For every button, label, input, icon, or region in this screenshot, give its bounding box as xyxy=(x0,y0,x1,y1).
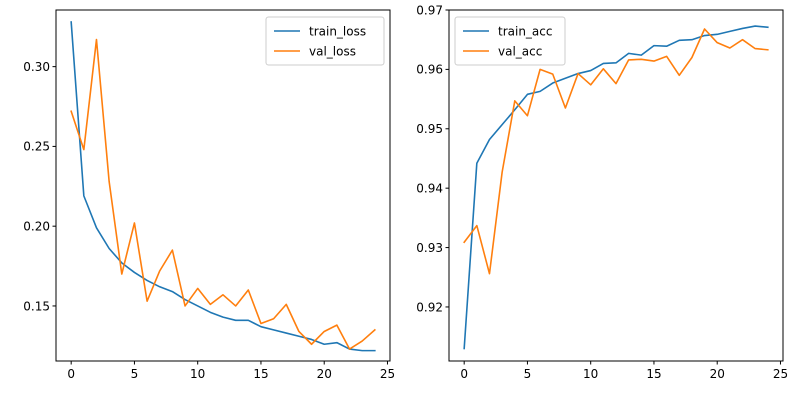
series-line-train_loss xyxy=(70,21,376,352)
subplot-2: 0 5 10 15 20 25 0.92 0.93 0.94 0.95 0.96 0.97 train_… xyxy=(416,3,788,381)
legend-box xyxy=(265,16,385,66)
y-tick-label: 0.96 xyxy=(416,63,443,77)
series-line-val_acc xyxy=(463,28,769,275)
x-tick-label: 0 xyxy=(460,367,468,381)
legend-box xyxy=(454,16,566,66)
y-tick-label: 0.97 xyxy=(416,3,443,17)
series-line-train_acc xyxy=(463,25,769,350)
x-tick-label: 20 xyxy=(317,367,332,381)
series-line-val_loss xyxy=(70,38,376,350)
y-tick-label: 0.20 xyxy=(23,219,50,233)
y-tick-label: 0.25 xyxy=(23,140,50,154)
y-tick-label: 0.92 xyxy=(416,300,443,314)
legend: train_loss val_loss xyxy=(265,16,385,66)
x-tick-label: 5 xyxy=(524,367,532,381)
axes-frame xyxy=(448,9,784,362)
y-tick-label: 0.93 xyxy=(416,241,443,255)
x-tick-label: 0 xyxy=(67,367,75,381)
legend-label-train_loss: train_loss xyxy=(309,24,366,38)
legend: train_acc val_acc xyxy=(454,16,566,66)
y-tick-label: 0.15 xyxy=(23,299,50,313)
x-tick-label: 10 xyxy=(583,367,598,381)
x-tick-label: 15 xyxy=(646,367,661,381)
legend-label-val_loss: val_loss xyxy=(309,44,356,58)
x-tick-label: 25 xyxy=(380,367,395,381)
x-tick-label: 25 xyxy=(773,367,788,381)
x-tick-label: 5 xyxy=(131,367,139,381)
y-tick-label: 0.95 xyxy=(416,122,443,136)
legend-label-train_acc: train_acc xyxy=(498,24,552,38)
x-tick-label: 20 xyxy=(710,367,725,381)
x-tick-label: 15 xyxy=(253,367,268,381)
y-tick-label: 0.30 xyxy=(23,60,50,74)
x-tick-label: 10 xyxy=(190,367,205,381)
axes-frame xyxy=(55,9,391,362)
y-tick-label: 0.94 xyxy=(416,181,443,195)
legend-label-val_acc: val_acc xyxy=(498,44,542,58)
subplot-1: 0 5 10 15 20 25 0.15 0.20 0.25 0.30 train_loss val_… xyxy=(23,9,395,381)
